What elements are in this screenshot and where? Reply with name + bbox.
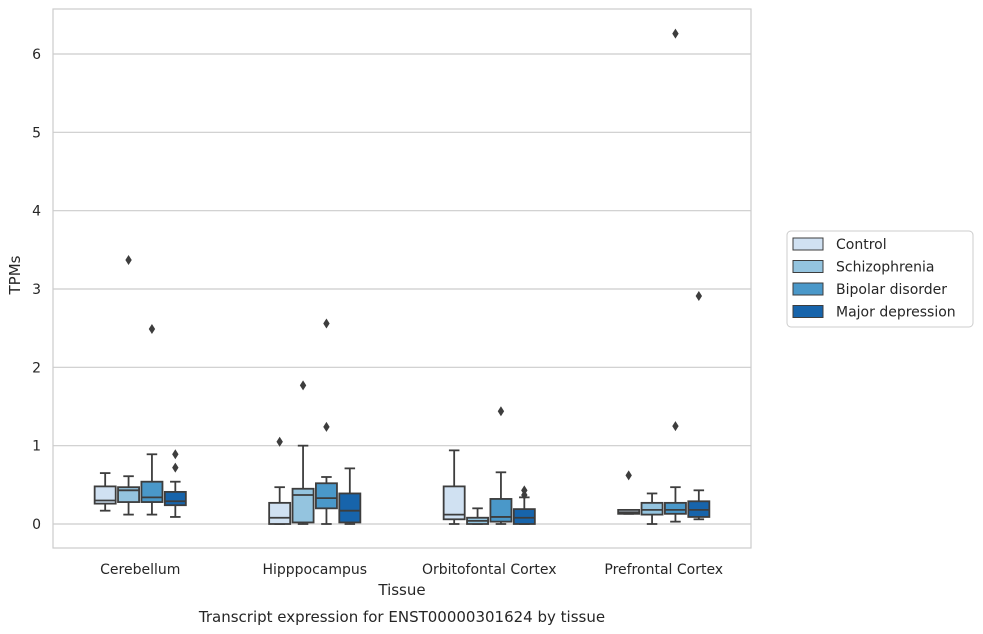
legend-label: Major depression xyxy=(836,305,956,321)
box-2-2 xyxy=(489,406,513,525)
iqr-box xyxy=(512,508,536,525)
y-tick-label: 2 xyxy=(32,360,41,376)
box-plot-area xyxy=(93,28,711,525)
y-tick-label: 1 xyxy=(32,439,41,455)
y-tick-label: 0 xyxy=(32,517,41,533)
x-tick-label: Hipppocampus xyxy=(262,562,367,578)
box-1-3 xyxy=(338,467,362,525)
outlier-point xyxy=(521,485,528,496)
outlier-point xyxy=(125,255,132,266)
legend-swatch xyxy=(792,260,824,273)
box-1-2 xyxy=(315,318,338,525)
legend-label: Control xyxy=(836,237,887,253)
outlier-point xyxy=(276,436,283,447)
legend-label: Schizophrenia xyxy=(836,260,934,276)
box-1-1 xyxy=(291,380,315,525)
legend-swatch xyxy=(792,282,824,296)
y-tick-label: 4 xyxy=(32,204,41,220)
outlier-point xyxy=(497,406,505,417)
box-0-3 xyxy=(163,449,187,518)
y-tick-label: 6 xyxy=(32,47,41,63)
x-tick-label: Cerebellum xyxy=(100,562,180,578)
box-0-0 xyxy=(93,472,117,512)
outlier-point xyxy=(172,462,179,473)
box-2-1 xyxy=(466,507,489,525)
chart-caption: Transcript expression for ENST0000030162… xyxy=(198,608,605,626)
box-2-3 xyxy=(512,485,536,525)
x-axis-label: Tissue xyxy=(377,581,425,599)
legend: Control Schizophrenia Bipolar disorder Majo… xyxy=(786,230,974,328)
iqr-box xyxy=(163,490,187,507)
iqr-box xyxy=(117,486,140,503)
iqr-box xyxy=(442,485,466,521)
box-0-1 xyxy=(117,255,140,516)
iqr-box xyxy=(315,482,338,510)
box-0-2 xyxy=(140,323,164,516)
box-3-1 xyxy=(640,492,664,525)
iqr-box xyxy=(93,485,117,505)
iqr-box xyxy=(338,492,362,524)
legend-swatch xyxy=(792,305,824,318)
iqr-box xyxy=(489,498,513,523)
plot-frame xyxy=(52,8,752,549)
y-tick-labels: 0 1 2 3 4 5 6 xyxy=(32,47,41,533)
outlier-point xyxy=(172,449,179,460)
box-3-2 xyxy=(664,28,687,523)
iqr-box xyxy=(640,501,664,516)
x-tick-label: Orbitofontal Cortex xyxy=(422,562,557,578)
legend-swatch xyxy=(792,237,824,251)
outlier-point xyxy=(323,421,330,432)
outlier-point xyxy=(148,323,156,334)
iqr-box xyxy=(140,480,164,503)
outlier-point xyxy=(672,421,679,432)
iqr-box xyxy=(291,487,315,524)
box-2-0 xyxy=(442,449,466,525)
y-tick-label: 3 xyxy=(32,282,41,298)
y-gridlines xyxy=(53,53,751,525)
iqr-box xyxy=(664,501,687,515)
x-tick-labels: Cerebellum Hipppocampus Orbitofontal Corte… xyxy=(100,562,723,578)
box-1-0 xyxy=(268,436,292,525)
y-tick-label: 5 xyxy=(32,125,41,141)
iqr-box xyxy=(268,501,292,525)
x-tick-label: Prefrontal Cortex xyxy=(604,562,723,578)
outlier-point xyxy=(695,291,703,302)
outlier-point xyxy=(323,318,330,329)
outlier-point xyxy=(672,28,679,39)
legend-label: Bipolar disorder xyxy=(836,282,947,298)
outlier-point xyxy=(299,380,307,391)
box-3-3 xyxy=(687,291,711,521)
outlier-point xyxy=(625,470,632,481)
y-axis-label: TPMs xyxy=(6,255,24,295)
box-3-0 xyxy=(617,470,641,515)
legend-frame xyxy=(786,230,974,328)
